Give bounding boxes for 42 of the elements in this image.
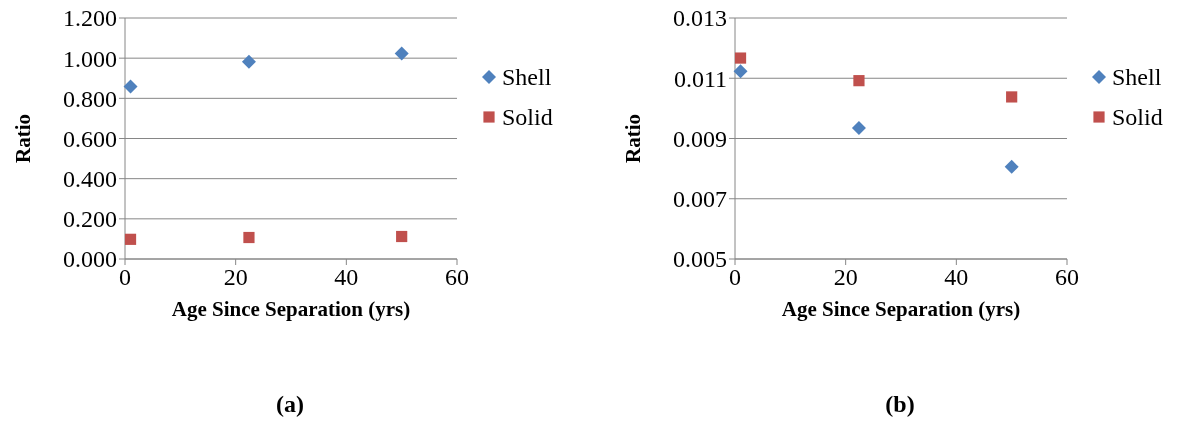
point [734, 52, 747, 64]
y-tick-label: 1.000 [63, 45, 117, 72]
x-tick-label: 20 [833, 264, 858, 290]
y-tick-label: 0.200 [63, 206, 117, 233]
y-tick-label: 0.800 [63, 85, 117, 112]
y-axis-title: Ratio [11, 114, 35, 163]
y-tick-label: 0.009 [673, 125, 727, 152]
y-tick-label: 0.600 [63, 125, 117, 152]
text: (b) [885, 391, 915, 417]
legend-label: Shell [502, 64, 552, 91]
x-tick-label: 40 [334, 264, 359, 290]
x-tick-label: 0 [119, 264, 131, 290]
text: (a) [276, 391, 304, 417]
x-axis-title: Age Since Separation (yrs) [781, 297, 1021, 321]
point [394, 46, 409, 61]
legend-label: Shell [1112, 64, 1162, 91]
point [243, 231, 255, 244]
point [733, 64, 748, 79]
y-tick-label: 0.013 [673, 5, 727, 32]
y-tick-label: 0.000 [63, 246, 117, 273]
y-axis-title: Ratio [621, 114, 645, 163]
point [396, 230, 408, 243]
point [853, 75, 865, 87]
x-tick-label: 40 [944, 264, 969, 290]
point [124, 233, 137, 245]
point [1004, 159, 1019, 174]
y-tick-label: 0.005 [673, 246, 727, 273]
point [1006, 91, 1018, 103]
point [123, 79, 138, 94]
y-tick-label: 1.200 [63, 5, 117, 32]
x-axis-title: Age Since Separation (yrs) [171, 297, 411, 321]
x-tick-label: 20 [223, 264, 248, 290]
y-tick-label: 0.011 [673, 65, 727, 92]
y-tick-label: 0.400 [63, 166, 117, 193]
x-tick-label: 60 [445, 264, 469, 290]
point [851, 120, 866, 135]
legend-label: Solid [502, 104, 553, 131]
x-tick-label: 0 [729, 264, 741, 290]
y-tick-label: 0.007 [673, 186, 727, 213]
legend-label: Solid [1112, 104, 1163, 131]
x-tick-label: 60 [1055, 264, 1079, 290]
point [241, 54, 256, 69]
